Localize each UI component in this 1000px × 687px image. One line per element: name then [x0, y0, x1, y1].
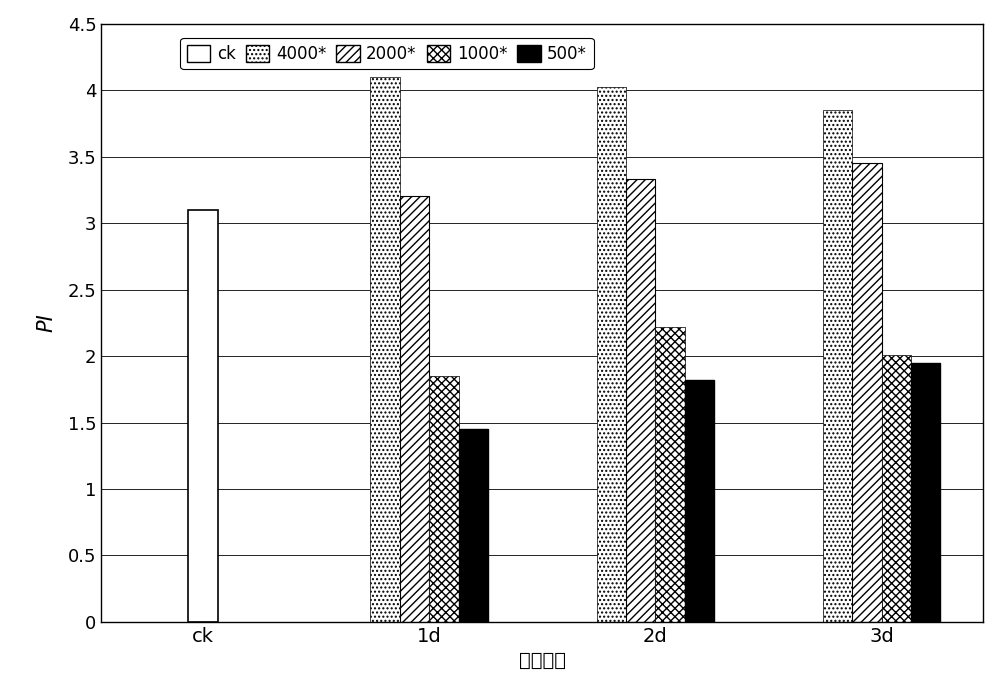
Legend: ck, 4000*, 2000*, 1000*, 500*: ck, 4000*, 2000*, 1000*, 500* [180, 38, 594, 69]
Bar [429, 376, 459, 622]
Bar [685, 380, 714, 622]
Bar [882, 354, 911, 622]
Bar [597, 87, 626, 622]
Bar [823, 110, 852, 622]
X-axis label: 处理时间: 处理时间 [519, 651, 566, 671]
Bar [852, 164, 882, 622]
Bar [400, 196, 429, 622]
Bar [459, 429, 488, 622]
Bar [655, 327, 685, 622]
Bar [188, 210, 218, 622]
Y-axis label: PI: PI [37, 313, 57, 333]
Bar [626, 179, 655, 622]
Bar [911, 363, 940, 622]
Bar [370, 77, 400, 622]
